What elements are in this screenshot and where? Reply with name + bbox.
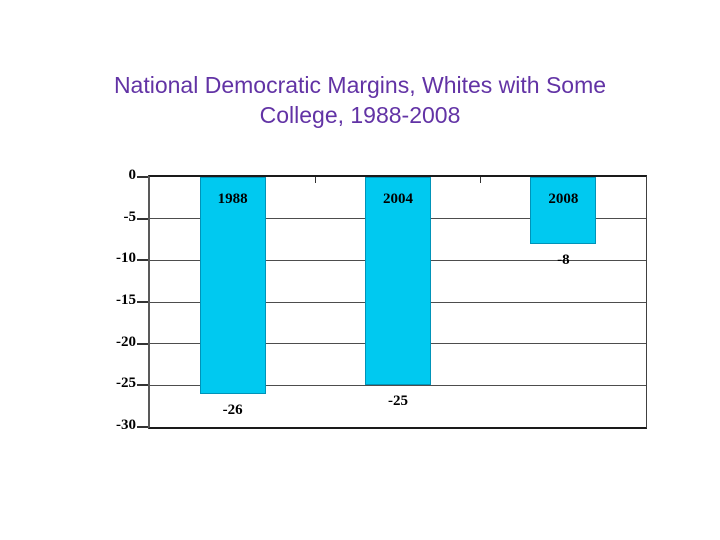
bar-category-label: 2004 xyxy=(383,191,413,207)
chart-title: National Democratic Margins, Whites with… xyxy=(60,70,660,130)
y-axis-tick xyxy=(137,426,148,428)
bar-category-label: 2008 xyxy=(548,191,579,207)
chart-title-line1: National Democratic Margins, Whites with… xyxy=(113,72,607,98)
y-axis-tick xyxy=(137,301,148,303)
y-axis-tick-label: -10 xyxy=(116,250,136,267)
gridline xyxy=(150,384,646,386)
y-axis-tick-label: -5 xyxy=(123,208,137,225)
y-axis-tick xyxy=(137,384,148,387)
y-axis-tick xyxy=(137,217,148,220)
y-axis-tick-label: 0 xyxy=(128,167,137,183)
bar-1988: 1988 xyxy=(199,177,266,394)
y-axis-tick xyxy=(137,342,148,345)
y-axis-tick-label: -25 xyxy=(116,375,136,392)
bar-value-label: -26 xyxy=(222,402,243,418)
plot-area: 0 -5 -10 -15 -20 -25 -30 1988 -26 2004 -25 2008 -8 xyxy=(116,167,647,433)
y-axis-tick xyxy=(137,259,148,262)
y-axis-tick-label: -20 xyxy=(116,333,136,350)
bar-2008: 2008 xyxy=(530,177,597,244)
x-axis-tick xyxy=(480,177,482,183)
x-axis-tick xyxy=(314,177,316,183)
bar-value-label: -25 xyxy=(388,393,408,409)
bar-value-label: -8 xyxy=(557,252,570,268)
chart-title-line2: College, 1988-2008 xyxy=(259,102,461,128)
y-axis-tick-label: -30 xyxy=(116,417,136,433)
y-axis-tick-label: -15 xyxy=(116,292,136,308)
bar-category-label: 1988 xyxy=(217,191,248,207)
bar-2004: 2004 xyxy=(365,177,431,385)
y-axis-tick xyxy=(137,176,148,178)
